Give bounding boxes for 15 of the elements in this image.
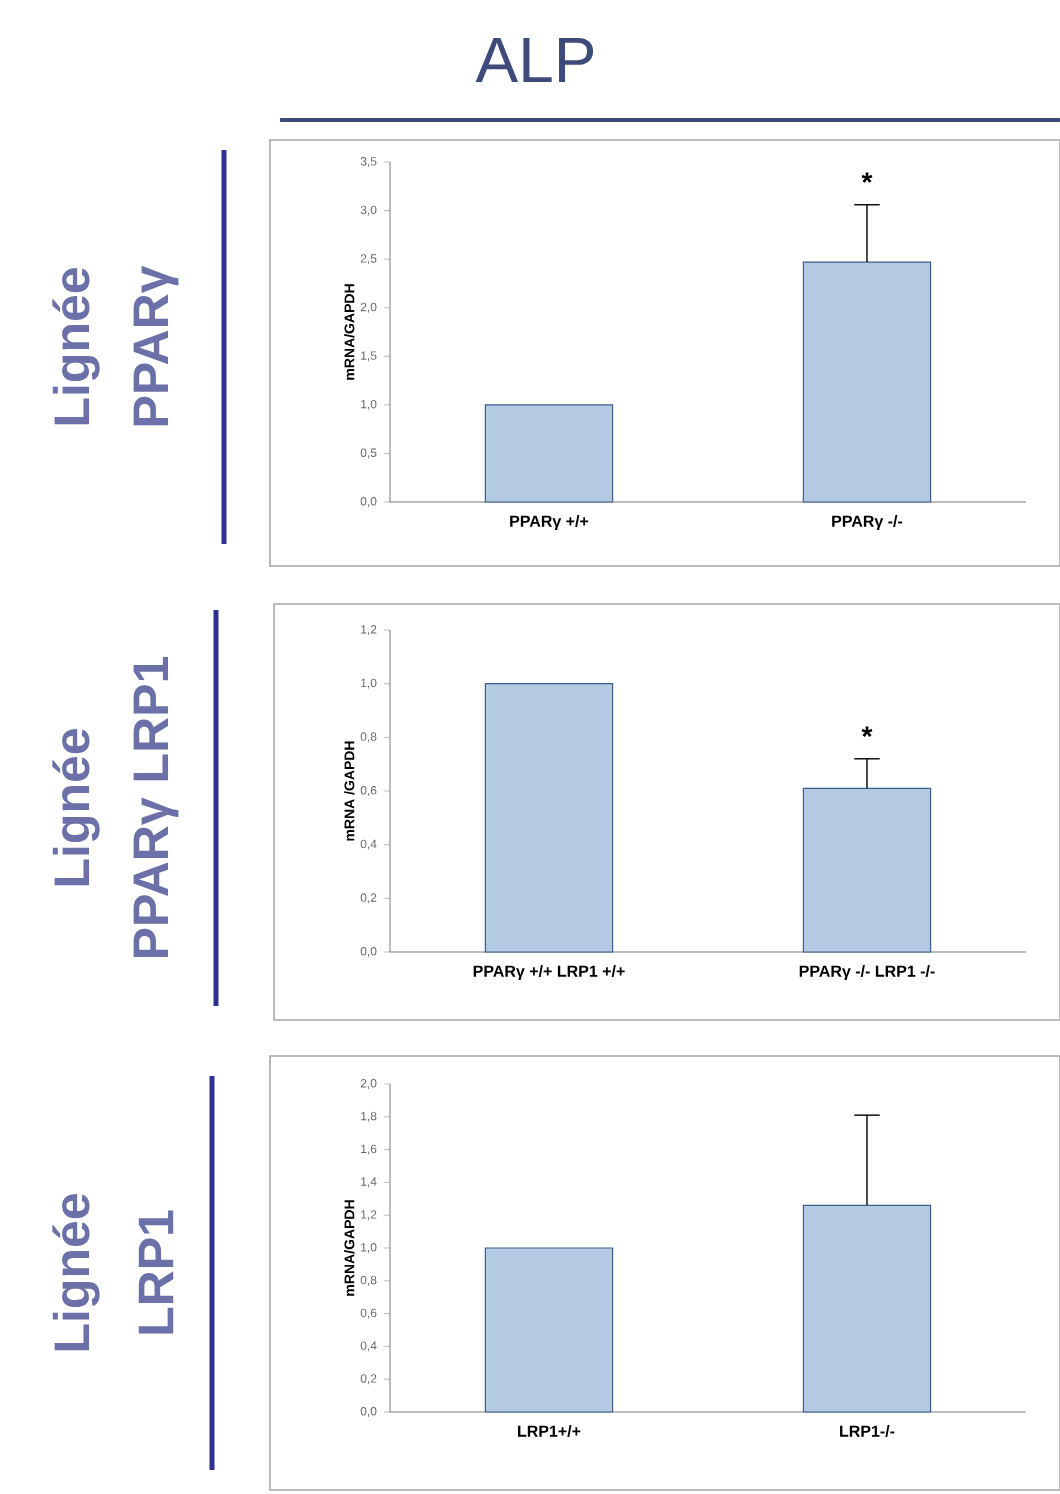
chart-title: ALP: [475, 38, 594, 83]
x-tick-label: PPARγ +/+: [510, 515, 589, 530]
text: PPARγ: [133, 265, 179, 426]
text: LRP1: [138, 1210, 174, 1334]
x-tick-label: PPARγ -/-: [832, 515, 903, 530]
x-tick-label: PPARγ -/- LRP1 -/-: [799, 965, 935, 980]
text: Lignée: [52, 729, 100, 886]
x-tick-label: LRP1-/-: [840, 1425, 895, 1437]
x-tick-label: PPARγ +/+ LRP1 +/+: [473, 965, 625, 980]
text: PPARγ LRP1: [133, 657, 179, 957]
annotation: *: [861, 726, 873, 737]
text: Lignée: [52, 1194, 100, 1351]
x-tick-label: LRP1+/+: [518, 1425, 581, 1437]
text: Lignée: [52, 268, 100, 425]
annotation: *: [861, 172, 873, 183]
